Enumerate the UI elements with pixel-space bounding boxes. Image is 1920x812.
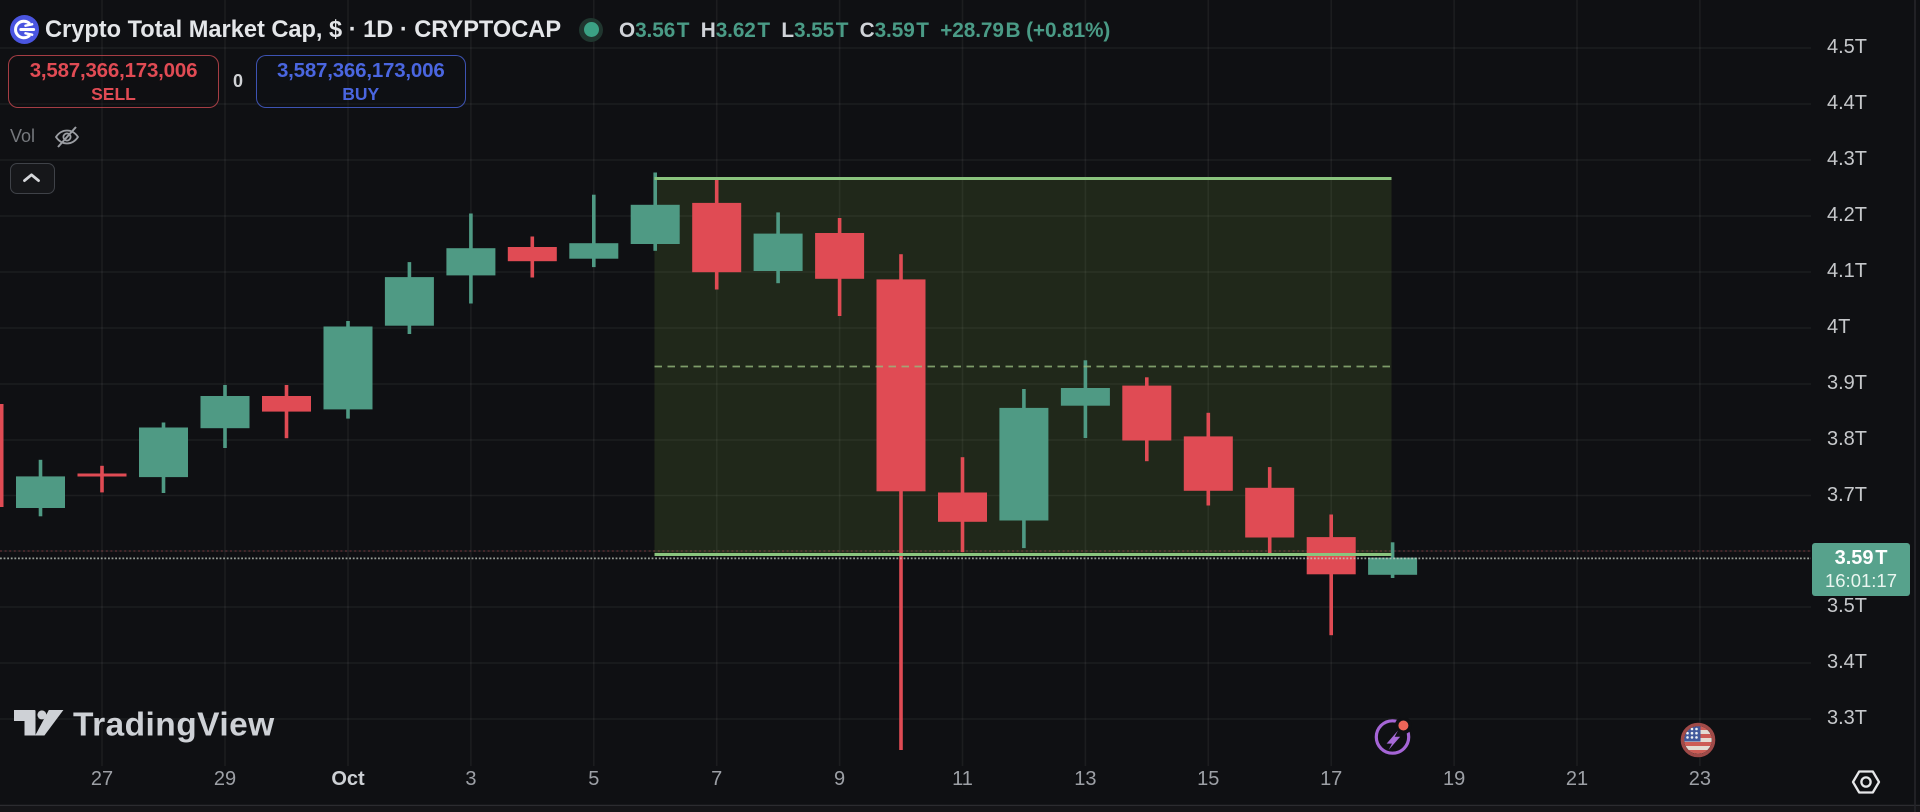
svg-text:TradingView: TradingView <box>73 710 275 743</box>
